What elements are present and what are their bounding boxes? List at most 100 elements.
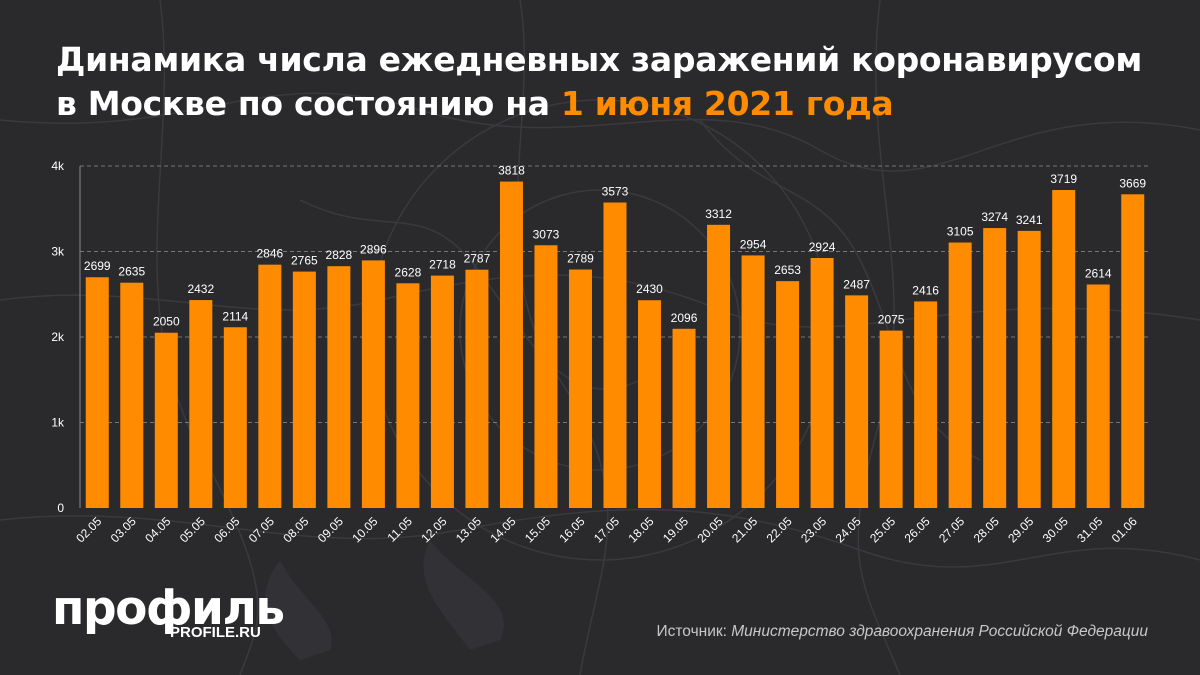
bar-02.05 (85, 277, 109, 508)
data-label: 2114 (222, 309, 248, 323)
source-org: Министерство здравоохранения Российской … (731, 623, 1148, 640)
x-tick-label: 16.05 (556, 514, 587, 545)
x-tick-label: 18.05 (626, 514, 657, 545)
title-date: 1 июня 2021 года (560, 84, 894, 123)
bar-22.05 (776, 281, 800, 508)
bar-26.05 (914, 301, 938, 508)
x-tick-label: 17.05 (591, 514, 622, 545)
x-tick-label: 06.05 (211, 514, 242, 545)
x-tick-label: 04.05 (142, 514, 173, 545)
x-tick-label: 12.05 (418, 514, 449, 545)
bar-30.05 (1052, 190, 1076, 508)
bar-11.05 (396, 283, 420, 508)
bar-17.05 (603, 202, 627, 509)
data-label: 2846 (256, 247, 283, 261)
y-tick-label: 2k (51, 330, 65, 344)
data-label: 2628 (395, 265, 422, 279)
bar-19.05 (672, 328, 696, 508)
x-axis-ticks: 02.05 03.05 04.05 05.05 06.05 07.05 08.05 09.05… (73, 514, 1140, 545)
bar-25.05 (879, 330, 903, 508)
x-tick-label: 21.05 (729, 514, 760, 545)
x-tick-label: 22.05 (764, 514, 795, 545)
data-label: 3274 (981, 210, 1008, 224)
data-label: 2432 (187, 282, 214, 296)
x-tick-label: 25.05 (867, 514, 898, 545)
bar-28.05 (983, 228, 1007, 508)
title-main: Динамика числа ежедневных заражений коро… (56, 40, 1142, 123)
x-tick-label: 02.05 (73, 514, 104, 545)
data-label: 2789 (567, 252, 594, 266)
bar-31.05 (1086, 284, 1110, 508)
data-label: 2050 (153, 315, 180, 329)
y-tick-label: 3k (51, 245, 65, 259)
data-label: 3073 (533, 227, 560, 241)
bar-04.05 (154, 332, 178, 508)
source-note: Источник: Министерство здравоохранения Р… (656, 623, 1148, 641)
x-tick-label: 07.05 (246, 514, 277, 545)
bar-27.05 (948, 242, 972, 508)
data-label: 3312 (705, 207, 732, 221)
x-tick-label: 29.05 (1005, 514, 1036, 545)
data-label: 2416 (912, 283, 939, 297)
x-tick-label: 26.05 (902, 514, 933, 545)
data-label: 2954 (740, 237, 767, 251)
data-label: 2787 (464, 252, 491, 266)
data-label: 2699 (84, 259, 111, 273)
bar-13.05 (465, 269, 489, 508)
bar-12.05 (430, 275, 454, 508)
x-tick-label: 09.05 (315, 514, 346, 545)
data-label: 2635 (118, 265, 145, 279)
bars (85, 181, 1145, 509)
data-label: 2896 (360, 242, 387, 256)
x-tick-label: 20.05 (695, 514, 726, 545)
bar-09.05 (327, 266, 351, 508)
data-label: 2765 (291, 254, 318, 268)
data-label: 3669 (1119, 176, 1146, 190)
bar-10.05 (361, 260, 385, 508)
bar-23.05 (810, 257, 834, 508)
data-label: 2924 (809, 240, 836, 254)
bar-06.05 (223, 327, 247, 508)
bar-21.05 (741, 255, 765, 508)
y-tick-label: 1k (51, 416, 65, 430)
source-label: Источник: (656, 623, 727, 640)
x-tick-label: 05.05 (177, 514, 208, 545)
y-tick-label: 0 (57, 501, 64, 515)
x-tick-label: 10.05 (349, 514, 380, 545)
x-tick-label: 03.05 (108, 514, 139, 545)
bar-15.05 (534, 245, 558, 509)
profile-logo: профиль (52, 581, 285, 636)
data-label: 3105 (947, 225, 974, 239)
x-tick-label: 11.05 (385, 514, 416, 545)
data-label: 3241 (1016, 213, 1043, 227)
bar-20.05 (707, 224, 731, 508)
bar-01.06 (1121, 194, 1145, 508)
bar-29.05 (1017, 230, 1041, 508)
x-tick-label: 13.05 (453, 514, 484, 545)
chart-title: Динамика числа ежедневных заражений коро… (56, 38, 1166, 126)
bar-07.05 (258, 264, 282, 508)
data-label: 3719 (1050, 172, 1077, 186)
bar-18.05 (638, 300, 662, 508)
data-label: 2718 (429, 258, 456, 272)
x-tick-label: 28.05 (971, 514, 1002, 545)
data-label: 2096 (671, 311, 698, 325)
data-label: 3818 (498, 164, 525, 178)
x-tick-label: 23.05 (798, 514, 829, 545)
y-axis-ticks: 0 1k 2k 3k 4k (51, 159, 65, 515)
bar-05.05 (189, 300, 213, 508)
profile-url: PROFILE.RU (170, 624, 261, 641)
x-tick-label: 31.05 (1074, 514, 1105, 545)
bar-14.05 (499, 181, 523, 508)
x-tick-label: 30.05 (1040, 514, 1071, 545)
data-label: 2828 (326, 248, 353, 262)
data-label: 2075 (878, 313, 905, 327)
bar-03.05 (120, 282, 144, 508)
x-tick-label: 01.06 (1109, 514, 1140, 545)
x-tick-label: 19.05 (660, 514, 691, 545)
x-tick-label: 15.05 (522, 514, 553, 545)
data-label: 2653 (774, 263, 801, 277)
x-tick-label: 27.05 (936, 514, 967, 545)
bar-16.05 (568, 269, 592, 508)
